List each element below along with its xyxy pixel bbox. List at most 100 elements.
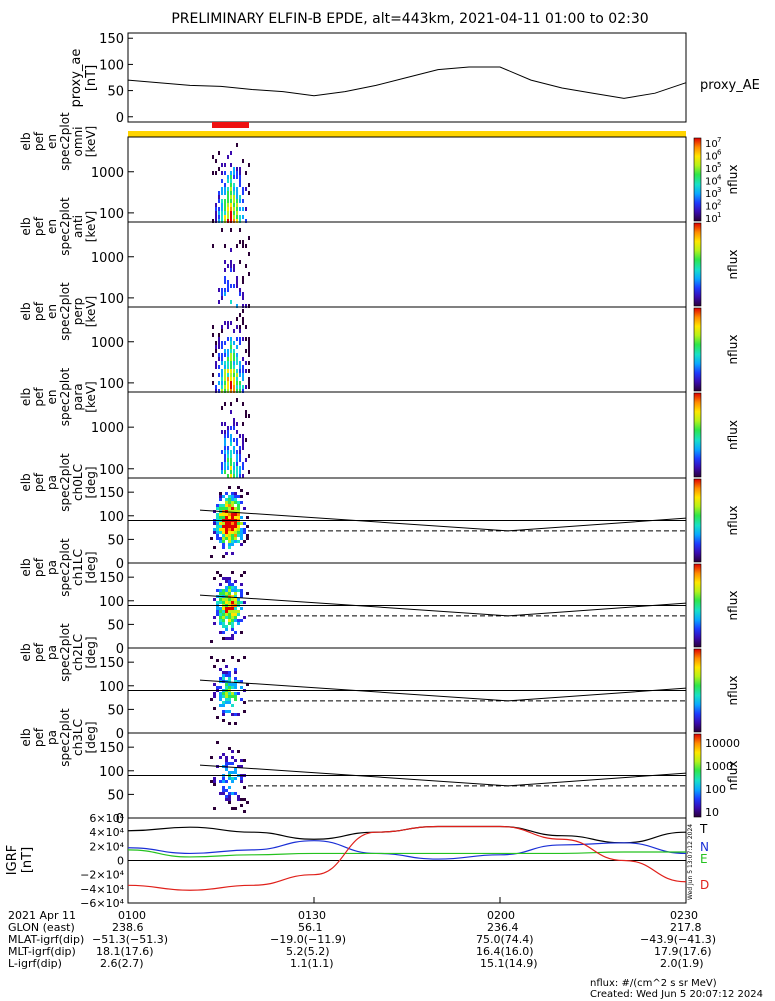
spec-pixel: [230, 470, 232, 474]
spec-pixel: [234, 722, 237, 725]
pa-ytick-label: 0: [116, 642, 124, 657]
spec-pixel: [230, 357, 232, 361]
spec-pixel: [210, 756, 213, 759]
footer-l-label: L-igrf(dip): [8, 957, 62, 970]
spec-pixel: [228, 786, 231, 789]
spec-pixel: [234, 501, 237, 504]
spec-pixel: [224, 462, 226, 466]
spec-pixel: [236, 373, 238, 377]
spec-pixel: [231, 498, 234, 501]
colorbar-tick-label: 10000: [705, 737, 740, 750]
ylabel-line: spec2plot: [58, 623, 72, 682]
spec-pixel: [243, 810, 246, 813]
ylabel-line: IGRF: [5, 845, 20, 875]
spec-pixel: [237, 513, 240, 516]
spec-pixel: [222, 704, 225, 707]
spec-pixel: [225, 665, 228, 668]
spec-pixel: [246, 492, 249, 495]
pa-ytick-label: 50: [107, 533, 124, 548]
spec-pixel: [227, 369, 229, 373]
spec-pixel: [236, 143, 238, 147]
spec-pixel: [227, 454, 229, 458]
spec-pixel: [230, 426, 232, 430]
ylabel-line: ch0LC: [71, 464, 85, 501]
spec-pixel: [225, 674, 228, 677]
spec-pixel: [213, 616, 216, 619]
spec-pixel: [221, 422, 223, 426]
spec-pixel: [224, 268, 226, 272]
spec-pixel: [230, 163, 232, 167]
spec-pixel: [245, 369, 247, 373]
spec-pixel: [230, 462, 232, 466]
pa-ytick-label: 150: [99, 486, 124, 501]
spec-pixel: [240, 607, 243, 610]
spec-pixel: [230, 442, 232, 446]
spec-pixel: [240, 804, 243, 807]
spec-pixel: [230, 264, 232, 268]
colorbar-ch1LC: [693, 563, 702, 648]
spec-pixel: [233, 215, 235, 219]
spec-pixel: [215, 215, 217, 219]
spec-pixel: [236, 187, 238, 191]
spec-pixel: [224, 203, 226, 207]
spec-pixel: [228, 613, 231, 616]
spec-pixel: [225, 607, 228, 610]
spec-pixel: [221, 179, 223, 183]
spec-pixel: [240, 574, 243, 577]
spec-pixel: [227, 280, 229, 284]
spec-pixel: [230, 389, 232, 393]
selected-interval-bar: [212, 122, 249, 128]
spec-pixel: [228, 601, 231, 604]
spec-pixel: [243, 531, 246, 534]
spec-pixel: [228, 501, 231, 504]
spec-pixel: [228, 513, 231, 516]
spec-pixel: [230, 454, 232, 458]
spec-pixel: [225, 628, 228, 631]
spec-pixel: [219, 507, 222, 510]
spec-pixel: [216, 607, 219, 610]
spec-pixel: [225, 637, 228, 640]
glon-0130: 56.1: [298, 921, 323, 934]
spec-pixel: [234, 616, 237, 619]
spec-pixel: [237, 501, 240, 504]
spec-pixel: [215, 219, 217, 223]
spec-pixel: [221, 199, 223, 203]
spec-pixel: [222, 631, 225, 634]
spec-pixel: [224, 438, 226, 442]
spec-pixel: [224, 207, 226, 211]
spec-pixel: [242, 434, 244, 438]
colorbar-anti: [693, 222, 702, 307]
colorbar-ch2LC: [693, 648, 702, 733]
spec-pixel: [231, 495, 234, 498]
spec-pixel: [239, 292, 241, 296]
mlt-0200: 16.4(16.0): [476, 945, 534, 958]
spec-pixel: [224, 183, 226, 187]
spec-pixel: [237, 713, 240, 716]
spec-pixel: [233, 466, 235, 470]
spec-pixel: [222, 786, 225, 789]
spec-pixel: [246, 516, 249, 519]
spec-pixel: [242, 321, 244, 325]
spec-pixel: [233, 470, 235, 474]
spec-pixel: [224, 321, 226, 325]
spec-pixel: [231, 601, 234, 604]
spec-pixel: [242, 317, 244, 321]
spec-pixel: [239, 219, 241, 223]
spec-pixel: [237, 522, 240, 525]
spec-pixel: [230, 211, 232, 215]
spec-pixel: [231, 750, 234, 753]
spec-pixel: [219, 698, 222, 701]
spec-pixel: [233, 187, 235, 191]
spec-pixel: [222, 525, 225, 528]
spec-pixel: [237, 613, 240, 616]
spec-pixel: [215, 365, 217, 369]
spec-pixel: [224, 361, 226, 365]
spec-pixel: [231, 552, 234, 555]
spec-pixel: [213, 522, 216, 525]
spec-pixel: [228, 622, 231, 625]
spec-pixel: [216, 571, 219, 574]
spec-pixel: [248, 236, 250, 240]
spec-pixel: [236, 325, 238, 329]
spec-pixel: [248, 361, 250, 365]
spec-pixel: [216, 716, 219, 719]
